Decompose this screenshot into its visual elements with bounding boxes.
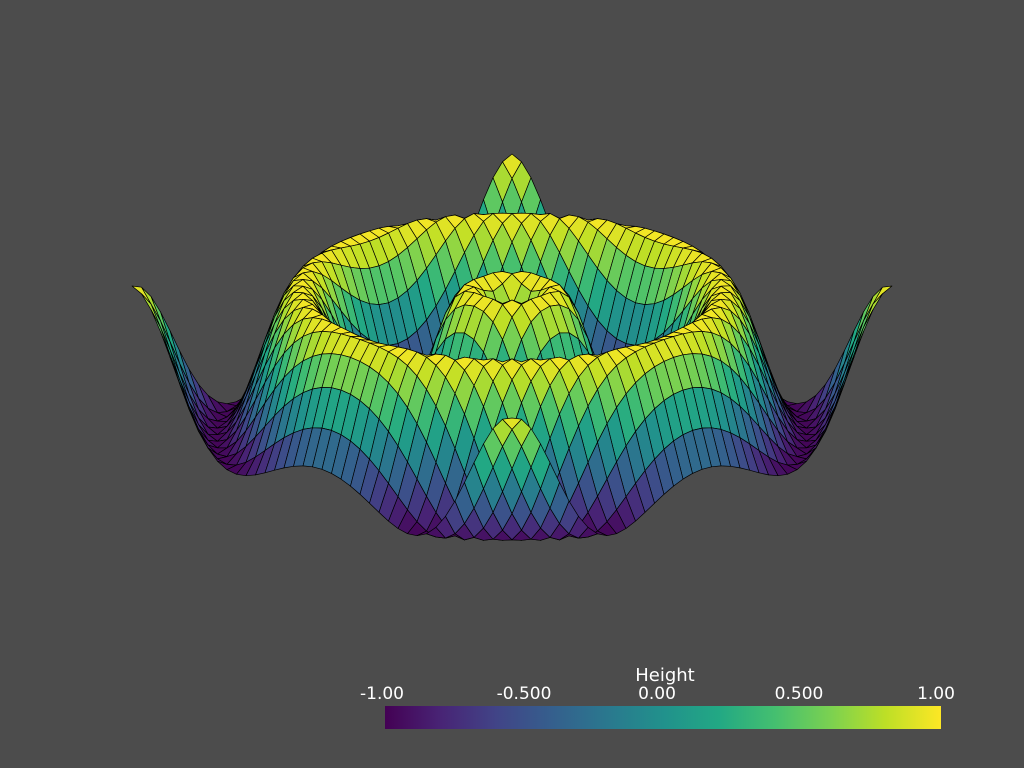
scalar-bar-tick-pos-half: 0.500: [774, 684, 824, 704]
scalar-bar-tick-min: -1.00: [360, 684, 404, 704]
scalar-bar-tick-zero: 0.00: [638, 684, 676, 704]
scalar-bar-gradient: [385, 706, 941, 729]
scalar-bar-title: Height: [635, 665, 695, 686]
surface-cell: [502, 417, 522, 430]
scalar-bar-tick-neg-half: -0.500: [496, 684, 552, 704]
scalar-bar-tick-max: 1.00: [917, 684, 955, 704]
surface-mesh: [131, 153, 893, 541]
scalar-bar: Height -1.00 -0.500 0.00 0.500 1.00: [360, 664, 960, 734]
